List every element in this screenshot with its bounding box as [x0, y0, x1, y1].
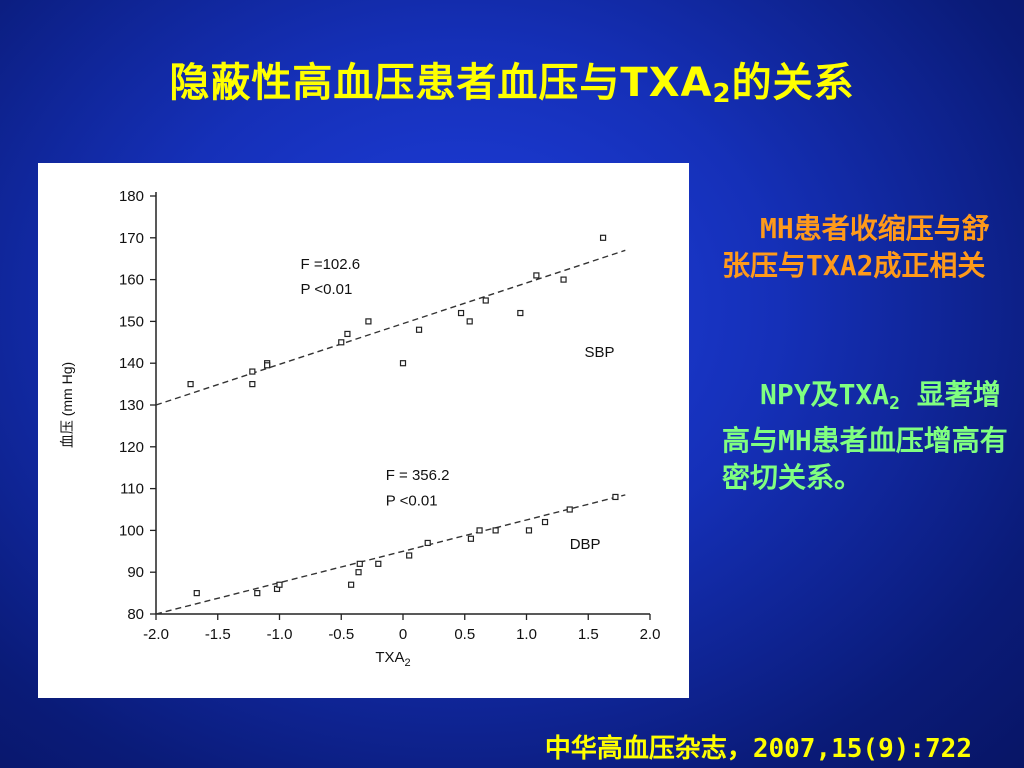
- sbp-point-15: [560, 276, 567, 283]
- sbp-point-11: [466, 318, 473, 325]
- x-tick-label-1: -1.5: [205, 626, 231, 643]
- dbp-point-13: [525, 527, 533, 534]
- note-correlation: MH患者收缩压与舒张压与TXA2成正相关: [722, 210, 1012, 284]
- dbp-fit-line: [155, 494, 626, 615]
- y-tick-label-9: 170: [119, 230, 144, 247]
- title-subscript: 2: [712, 79, 732, 109]
- sbp-point-0: [187, 381, 194, 388]
- sbp-point-5: [338, 339, 345, 346]
- sbp-fit-line: [155, 249, 626, 406]
- y-tick-label-1: 90: [127, 564, 144, 581]
- title-main: 隐蔽性高血压患者血压与TXA: [169, 60, 713, 106]
- sbp-point-2: [249, 381, 256, 388]
- x-axis-label-subscript: 2: [405, 657, 411, 669]
- x-tick-label-0: -2.0: [143, 626, 169, 643]
- dbp-point-0: [193, 590, 200, 597]
- sbp-point-14: [533, 272, 540, 279]
- y-tick-label-10: 180: [119, 188, 144, 205]
- dbp-point-10: [467, 535, 475, 542]
- y-tick-label-6: 140: [119, 355, 144, 372]
- x-axis-label: TXA2: [375, 649, 410, 669]
- sbp-point-6: [344, 330, 351, 338]
- title-end: 的关系: [731, 60, 855, 106]
- dbp-stat-p: P <0.01: [386, 492, 438, 509]
- sbp-point-16: [599, 234, 607, 241]
- dbp-point-9: [424, 539, 431, 547]
- sbp-point-7: [365, 318, 372, 325]
- dbp-point-16: [612, 493, 619, 501]
- slide-title: 隐蔽性高血压患者血压与TXA2的关系: [0, 50, 1024, 109]
- note-npy-text-a: NPY及TXA: [760, 378, 890, 411]
- dbp-point-7: [375, 560, 382, 567]
- sbp-point-13: [517, 309, 524, 317]
- citation-source: 中华高血压杂志，2007,15(9):722: [544, 734, 972, 764]
- scatter-chart: 80 90 100 110 120 130 140 150 160 170 180 -2.0 -1.5 -…: [59, 188, 661, 669]
- dbp-point-1: [254, 590, 261, 597]
- x-tick-label-8: 2.0: [640, 626, 661, 643]
- y-tick-label-5: 130: [119, 397, 144, 414]
- x-tick-label-3: -0.5: [328, 626, 354, 643]
- dbp-point-8: [406, 552, 413, 559]
- y-tick-label-4: 120: [119, 439, 144, 456]
- sbp-series-label: SBP: [585, 344, 615, 361]
- dbp-point-5: [355, 569, 362, 576]
- dbp-point-12: [492, 527, 499, 534]
- sbp-stat-p: P <0.01: [300, 281, 352, 298]
- x-tick-label-4: 0: [399, 626, 407, 643]
- sbp-point-10: [457, 309, 465, 317]
- y-tick-label-2: 100: [119, 522, 144, 539]
- dbp-point-3: [276, 581, 283, 588]
- x-tick-label-5: 0.5: [454, 626, 475, 643]
- note-correlation-text: MH患者收缩压与舒张压与TXA2成正相关: [722, 212, 990, 282]
- dbp-point-11: [476, 527, 483, 534]
- y-tick-label-3: 110: [120, 481, 144, 498]
- y-tick-label-7: 150: [119, 313, 144, 330]
- chart-panel: 80 90 100 110 120 130 140 150 160 170 180 -2.0 -1.5 -…: [38, 163, 689, 698]
- sbp-point-1: [249, 368, 256, 375]
- sbp-point-8: [399, 360, 407, 367]
- y-axis-label: 血压 (mm Hg): [59, 362, 75, 448]
- sbp-point-9: [415, 326, 423, 333]
- dbp-point-14: [541, 518, 549, 526]
- sbp-stat-f: F =102.6: [300, 256, 360, 273]
- dbp-series-label: DBP: [570, 536, 601, 553]
- x-tick-label-7: 1.5: [578, 626, 599, 643]
- sbp-point-12: [482, 297, 489, 304]
- y-tick-label-8: 160: [119, 272, 144, 289]
- dbp-point-15: [566, 506, 573, 513]
- dbp-stat-f: F = 356.2: [386, 467, 450, 484]
- dbp-point-6: [356, 560, 363, 567]
- sbp-point-4: [264, 362, 271, 369]
- note-npy: NPY及TXA2 显著增高与MH患者血压增高有密切关系。: [722, 376, 1012, 496]
- y-tick-label-0: 80: [127, 606, 144, 623]
- x-tick-label-6: 1.0: [516, 626, 537, 643]
- note-npy-text-b: 显著增高与MH患者血压增高有密切关系。: [722, 378, 1008, 494]
- x-tick-label-2: -1.0: [267, 626, 293, 643]
- note-npy-subscript: 2: [889, 393, 900, 414]
- dbp-point-4: [348, 581, 355, 588]
